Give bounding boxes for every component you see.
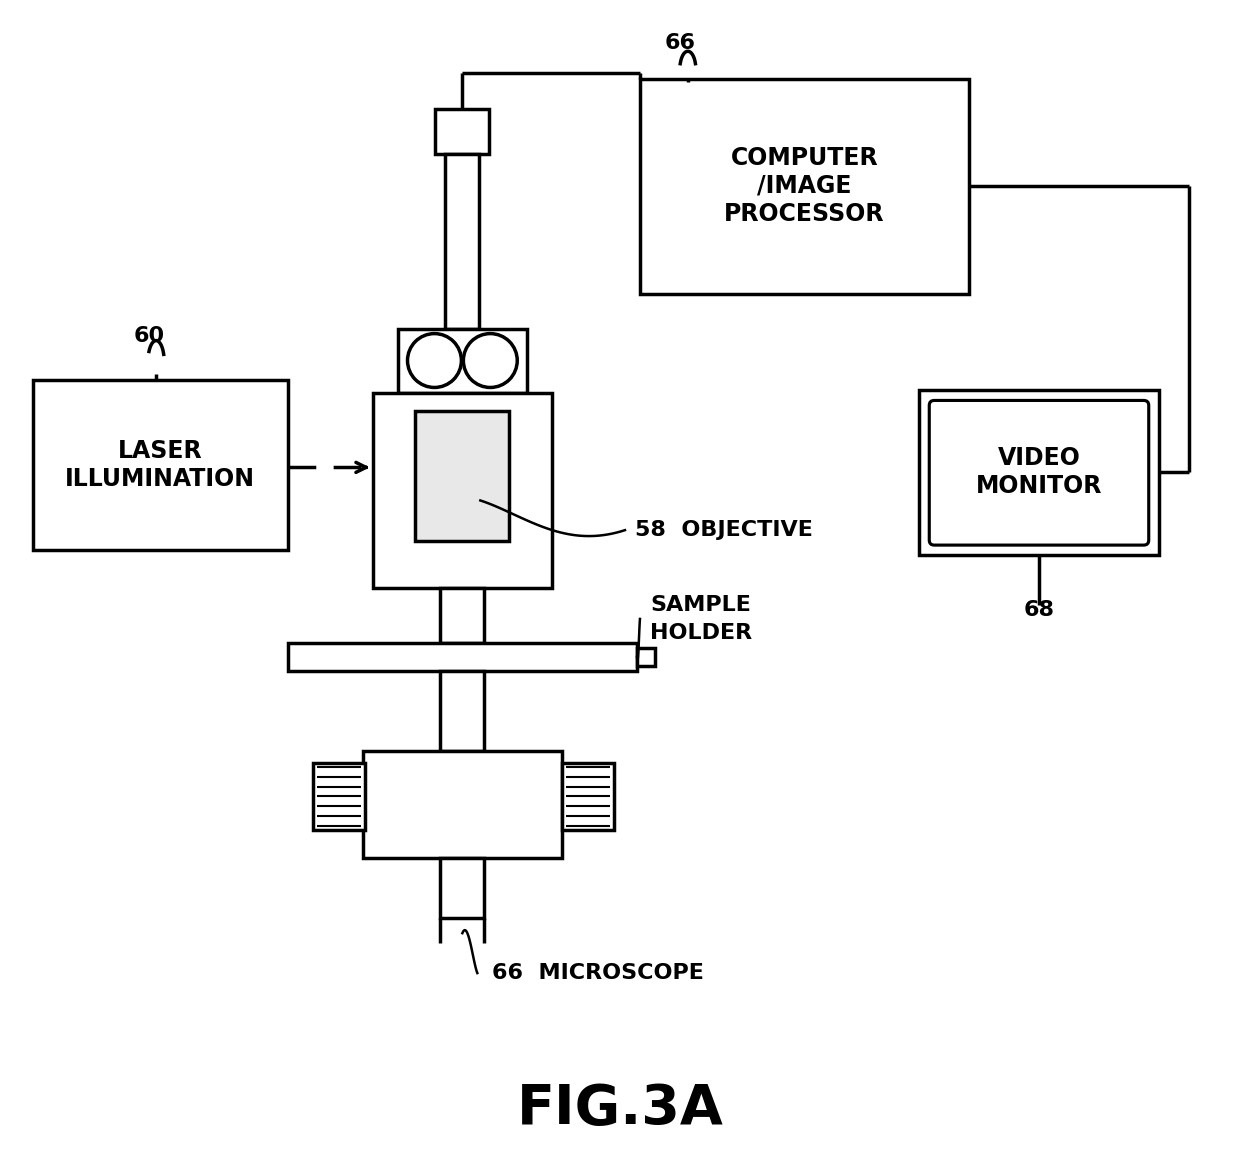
Bar xyxy=(640,80,970,294)
Bar xyxy=(435,109,490,154)
Text: FIG.3A: FIG.3A xyxy=(517,1082,723,1136)
Bar xyxy=(919,390,1158,556)
Bar xyxy=(445,154,480,328)
Bar xyxy=(362,750,562,858)
Text: 66: 66 xyxy=(665,33,696,53)
Bar xyxy=(562,763,614,831)
Bar xyxy=(440,858,485,918)
Bar xyxy=(398,328,527,394)
Bar xyxy=(288,643,637,670)
Text: SAMPLE: SAMPLE xyxy=(650,595,750,615)
Text: 68: 68 xyxy=(1023,600,1054,620)
Bar xyxy=(312,763,365,831)
Text: LASER
ILLUMINATION: LASER ILLUMINATION xyxy=(64,440,255,491)
Text: COMPUTER
/IMAGE
PROCESSOR: COMPUTER /IMAGE PROCESSOR xyxy=(724,146,885,226)
Bar xyxy=(440,670,485,750)
FancyBboxPatch shape xyxy=(929,401,1148,545)
Bar xyxy=(415,411,510,541)
Bar xyxy=(33,381,288,550)
Text: VIDEO
MONITOR: VIDEO MONITOR xyxy=(976,447,1102,498)
Bar xyxy=(372,394,552,588)
Text: 58  OBJECTIVE: 58 OBJECTIVE xyxy=(635,520,813,540)
Text: 60: 60 xyxy=(134,326,165,346)
Text: HOLDER: HOLDER xyxy=(650,622,751,643)
Bar xyxy=(637,648,655,666)
Text: 66  MICROSCOPE: 66 MICROSCOPE xyxy=(492,963,704,983)
Bar xyxy=(440,588,485,643)
